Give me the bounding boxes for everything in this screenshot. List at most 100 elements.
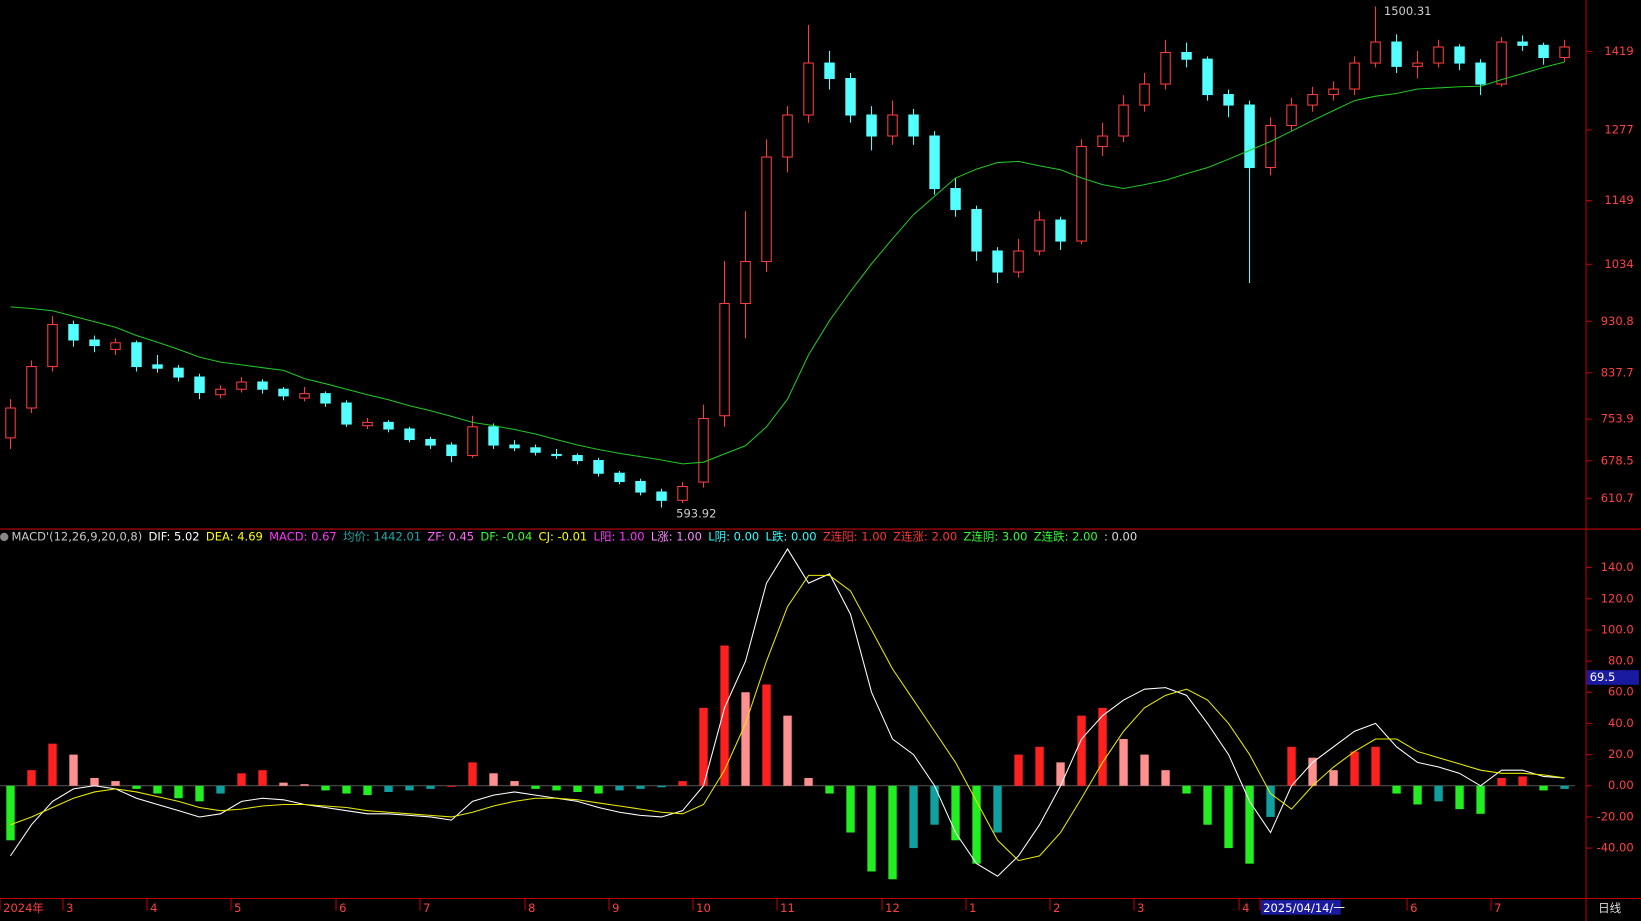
candle-body	[1370, 41, 1381, 64]
x-tick-label: 6	[1410, 901, 1417, 915]
candle-body	[446, 444, 457, 457]
x-tick-label: 1	[969, 901, 976, 915]
macd-bar	[69, 754, 78, 786]
candle-body	[1433, 46, 1444, 64]
macd-bar	[1203, 785, 1212, 825]
macd-bar	[720, 645, 729, 786]
candle-body	[593, 460, 604, 474]
candle-body	[1118, 104, 1129, 137]
macd-bar	[783, 715, 792, 786]
indicator-value: DF: -0.04	[480, 529, 532, 543]
macd-bar	[1266, 785, 1275, 817]
x-tick-label: 2024年	[3, 901, 44, 915]
macd-bar	[741, 692, 750, 786]
candle-body	[1496, 41, 1507, 85]
macd-bar	[237, 773, 246, 786]
indicator-value: Z连跌: 2.00	[1034, 529, 1098, 543]
y-tick-label: 1277	[1604, 122, 1633, 136]
macd-bar	[678, 781, 687, 786]
candle-body	[278, 388, 289, 397]
cursor-value: 69.5	[1590, 670, 1616, 684]
macd-bar	[174, 785, 183, 799]
candle-body	[341, 402, 352, 425]
macd-bar	[258, 770, 267, 786]
x-tick-label: 3	[1137, 901, 1144, 915]
y-tick-label: -20.00	[1597, 809, 1634, 823]
indicator-value: MACD: 0.67	[269, 529, 337, 543]
candle-body	[257, 381, 268, 390]
candle-body	[572, 455, 583, 462]
macd-bar	[1245, 785, 1254, 864]
candle-body	[908, 114, 919, 137]
macd-bar	[1308, 757, 1317, 786]
candle-body	[488, 426, 499, 446]
indicator-value: : 0.00	[1104, 529, 1137, 543]
cursor-date-box	[1261, 900, 1341, 915]
macd-bar	[468, 762, 477, 786]
candle-body	[509, 444, 520, 449]
macd-bar	[552, 785, 561, 791]
candle-body	[68, 324, 79, 341]
macd-bar	[1140, 754, 1149, 786]
indicator-value: Z连阴: 3.00	[963, 529, 1027, 543]
candle-body	[1538, 44, 1549, 59]
y-tick-label: 753.9	[1601, 412, 1634, 426]
macd-bar	[90, 777, 99, 786]
y-tick-label: 20.0	[1608, 747, 1634, 761]
macd-bar	[1476, 785, 1485, 814]
low-label: 593.92	[676, 506, 716, 520]
macd-bar	[1413, 785, 1422, 805]
y-tick-label: 1149	[1604, 193, 1633, 207]
macd-bar	[1287, 746, 1296, 786]
dea-line	[10, 574, 1565, 862]
candle-body	[803, 62, 814, 116]
x-tick-label: 2025/04/14/一	[1263, 901, 1345, 915]
y-tick-label: 1034	[1604, 257, 1633, 271]
candle-body	[530, 447, 541, 453]
candle-body	[1307, 94, 1318, 106]
macd-bar	[48, 743, 57, 786]
candle-body	[1559, 46, 1570, 59]
macd-bar	[1329, 770, 1338, 786]
macd-bar	[1098, 707, 1107, 786]
indicator-value: DIF: 5.02	[149, 529, 200, 543]
macd-bar	[846, 785, 855, 833]
candle-body	[887, 114, 898, 137]
indicator-value: L阴: 0.00	[708, 529, 759, 543]
x-tick-label: 10	[696, 901, 711, 915]
macd-bar	[951, 785, 960, 841]
macd-bar	[279, 782, 288, 786]
indicator-value: L阳: 1.00	[594, 529, 645, 543]
macd-bar	[573, 785, 582, 792]
macd-bar	[1035, 746, 1044, 786]
candle-body	[1223, 94, 1234, 106]
candle-body	[656, 491, 667, 501]
macd-bar	[1224, 785, 1233, 849]
macd-bar	[489, 773, 498, 786]
macd-bar	[153, 785, 162, 794]
macd-bar	[1350, 751, 1359, 786]
macd-bar	[1392, 785, 1401, 794]
candle-body	[761, 156, 772, 263]
macd-bar	[405, 785, 414, 791]
indicator-value: ZF: 0.45	[427, 529, 474, 543]
candle-body	[299, 393, 310, 399]
period-label[interactable]: 日线	[1598, 901, 1621, 915]
indicator-value: CJ: -0.01	[539, 529, 588, 543]
candle-body	[383, 421, 394, 430]
candle-body	[971, 209, 982, 252]
x-tick-label: 9	[612, 901, 619, 915]
macd-bar	[1077, 715, 1086, 786]
macd-bar	[972, 785, 981, 864]
candle-body	[1160, 52, 1171, 85]
candle-body	[1517, 41, 1528, 46]
candle-body	[719, 302, 730, 417]
indicator-value: DEA: 4.69	[206, 529, 263, 543]
macd-bar	[993, 785, 1002, 833]
x-tick-label: 4	[150, 901, 157, 915]
candle-body	[929, 135, 940, 190]
y-tick-label: 1419	[1604, 44, 1633, 58]
macd-bar	[615, 785, 624, 791]
macd-bar	[762, 684, 771, 786]
macd-bar	[321, 785, 330, 791]
